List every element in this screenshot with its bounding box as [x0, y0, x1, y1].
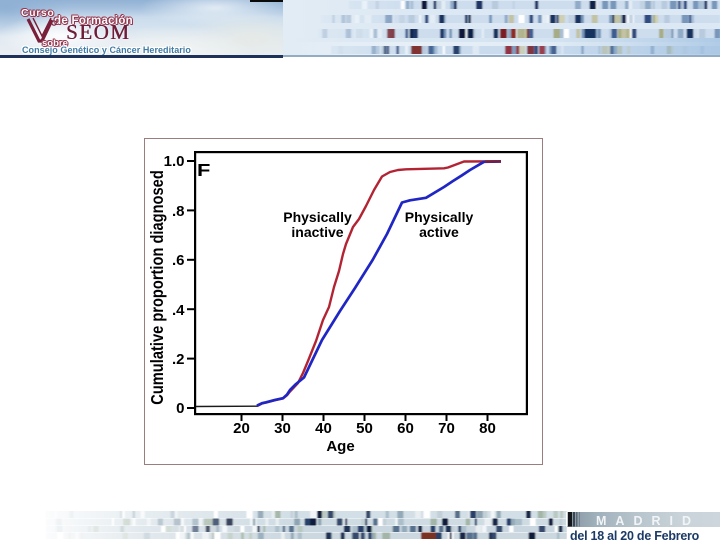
svg-text:Cumulative proportion diagnose: Cumulative proportion diagnosed	[148, 170, 168, 405]
